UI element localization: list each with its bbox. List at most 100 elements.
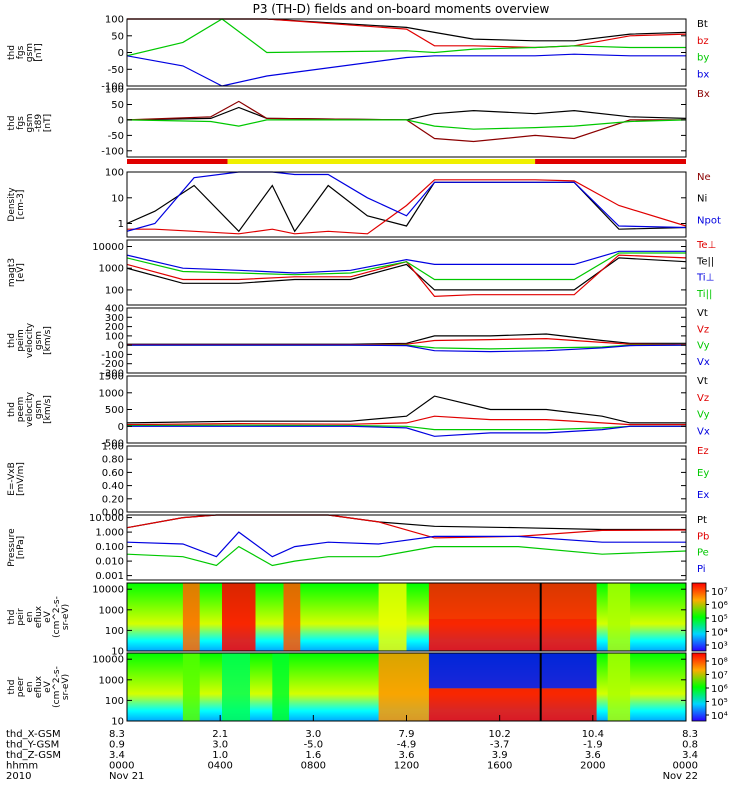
footer-cell: 1.0 — [212, 750, 228, 761]
y-tick-label: 10 — [111, 193, 124, 204]
y-axis-label: [mV/m] — [16, 462, 26, 496]
y-tick-label: 0 — [118, 48, 124, 59]
footer-cell: 10.4 — [582, 729, 604, 740]
y-axis-label: [eV] — [16, 263, 26, 282]
y-tick-label: -300 — [101, 369, 124, 380]
y-tick-label: 1.00 — [102, 442, 124, 453]
y-tick-label: -50 — [108, 131, 124, 142]
footer-cell: 7.9 — [399, 729, 415, 740]
y-axis-label: velocity — [25, 322, 35, 358]
legend-entry: Ni — [697, 194, 707, 205]
y-tick-label: 1000 — [99, 675, 124, 686]
legend-entry: Pe — [697, 548, 709, 559]
y-tick-label: 50 — [111, 100, 124, 111]
state-bar — [127, 159, 686, 164]
footer-row-label: 2010 — [6, 771, 31, 782]
y-axis-label: sr-eV) — [61, 604, 71, 630]
y-tick-label: 500 — [105, 405, 124, 416]
y-tick-label: 0.40 — [102, 481, 124, 492]
y-tick-label: 0.20 — [102, 494, 124, 505]
y-axis-label: [km/s] — [43, 395, 53, 424]
y-tick-label: -50 — [108, 65, 124, 76]
legend-entry: Ti|| — [696, 289, 712, 300]
y-axis-label: thd — [7, 610, 17, 625]
footer-cell: 2.1 — [212, 729, 228, 740]
y-axis-label: en — [25, 611, 35, 622]
colorbar-tick-label: 10⁵ — [711, 698, 728, 709]
y-axis-label: eV — [43, 680, 53, 693]
y-tick-label: -100 — [101, 82, 124, 93]
legend-entry: Vt — [697, 308, 708, 319]
footer-cell: 8.3 — [109, 729, 125, 740]
y-tick-label: 1000 — [99, 264, 124, 275]
colorbar-tick-label: 10³ — [711, 641, 728, 652]
y-tick-label: 1000 — [99, 605, 124, 616]
spectrogram-band — [378, 653, 429, 721]
series-line-Ni — [126, 181, 687, 233]
legend-entry: Pt — [697, 515, 707, 526]
y-axis-label: peir — [16, 608, 26, 626]
series-line-Pb — [126, 514, 687, 539]
y-axis-label: Pressure — [7, 528, 17, 567]
y-axis-label: thd — [7, 680, 17, 695]
y-axis-label: Density — [7, 187, 17, 222]
y-axis-label: eV — [43, 610, 53, 623]
y-axis-label: gsm — [34, 331, 44, 350]
footer-cell: 8.3 — [682, 729, 698, 740]
legend-entry: Te⊥ — [696, 240, 716, 251]
y-axis-label: gsm — [25, 113, 35, 132]
y-axis-label: [nT] — [34, 43, 44, 61]
spectrogram-band — [272, 653, 290, 721]
colorbar: 10⁸ 10⁷ 10⁶ 10⁵ 10⁴ — [691, 652, 728, 722]
colorbar-scale — [691, 582, 707, 652]
colorbar-scale — [691, 652, 707, 722]
series-line-darkred — [126, 100, 686, 143]
legend-entry: Pi — [697, 564, 706, 575]
y-axis-label: [cm-3] — [16, 190, 26, 220]
footer-cell: 3.4 — [109, 750, 125, 761]
footer-cell: 3.0 — [305, 729, 321, 740]
panel-frame — [126, 445, 687, 513]
footer-cell: 0000 — [673, 761, 698, 772]
footer-cell: 0000 — [109, 761, 134, 772]
y-tick-label: 0.100 — [95, 542, 124, 553]
footer-row-label: hhmm — [6, 761, 38, 772]
series-line-green — [126, 119, 687, 130]
spectrogram-band — [182, 583, 200, 651]
y-axis-label: [nPa] — [16, 536, 26, 559]
series-line-bx — [126, 53, 686, 87]
panel-frame — [126, 239, 687, 306]
legend-entry: Ez — [697, 446, 709, 457]
y-tick-label: 10000 — [92, 242, 124, 253]
legend-entry: Ne — [697, 172, 711, 183]
footer-cell: 3.4 — [682, 750, 698, 761]
panel-fgs-gsm-t89: 100 50 0 -50 -100 thd fgs gsm -t89 [nT] Bx — [7, 85, 710, 158]
y-tick-label: 10 — [111, 647, 124, 658]
y-tick-label: 0 — [118, 115, 124, 126]
y-tick-label: -100 — [101, 146, 124, 157]
y-tick-label: 100 — [105, 331, 124, 342]
series-line-Ti|| — [126, 252, 686, 281]
legend-entry: Ey — [697, 468, 709, 479]
series-line-Pe — [126, 545, 687, 567]
legend-entry: bx — [697, 69, 709, 80]
legend-entry: by — [697, 53, 709, 64]
colorbar-tick-label: 10⁶ — [711, 684, 728, 695]
panel-e-field: 1.00 0.80 0.60 0.40 0.20 0.00 E=-VxB [mV/m] Ez Ey… — [7, 442, 709, 519]
panel-fgs: 100 50 0 -50 -100 thd fgs gsm [nT] Bt bz by bx — [7, 15, 709, 93]
footer-cell: Nov 22 — [663, 771, 698, 782]
colorbar-tick-label: 10⁷ — [711, 671, 728, 682]
colorbar-tick-label: 10⁵ — [711, 614, 728, 625]
series-line-Pi — [126, 531, 686, 558]
colorbar-tick-label: 10⁷ — [711, 587, 728, 598]
spectrogram-band — [378, 583, 407, 651]
panel-temperature: 10000 1000 100 magt3 [eV] Te⊥ Te|| Ti⊥ Ti|| — [7, 239, 716, 306]
y-tick-label: 1.000 — [95, 528, 124, 539]
legend-entry: Ex — [697, 490, 709, 501]
state-bar-yellow-segment — [227, 159, 536, 164]
footer-cell: -3.7 — [490, 740, 510, 751]
legend-entry: Npot — [697, 215, 721, 226]
y-axis-label: peim — [16, 329, 26, 352]
series-line-Ti⊥ — [126, 250, 686, 274]
